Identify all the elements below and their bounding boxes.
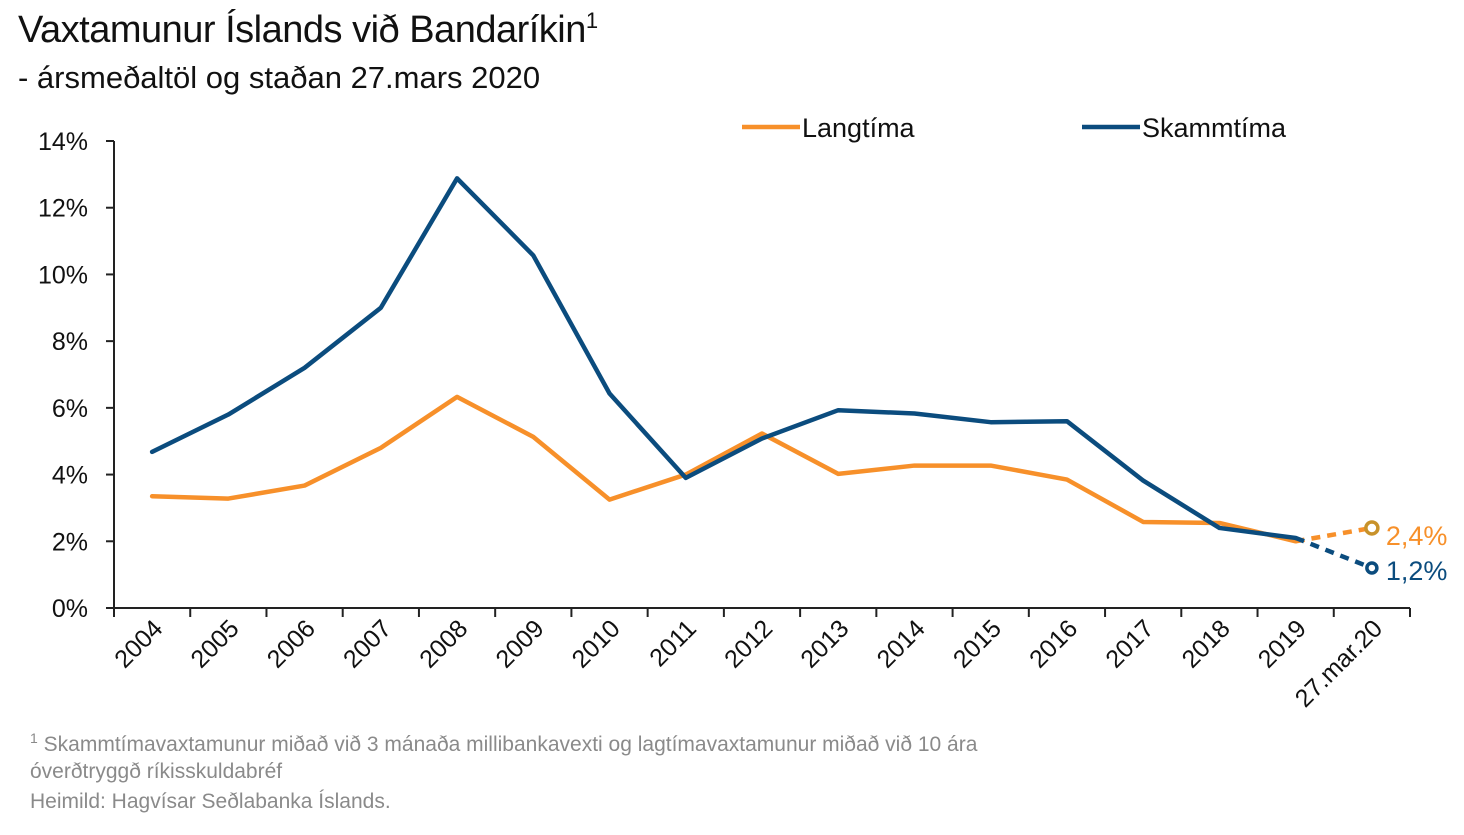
x-tick-label: 2010 (567, 614, 626, 673)
y-tick-label: 4% (52, 462, 88, 490)
footnote-text: Skammtímavaxtamunur miðað við 3 mánaða m… (43, 733, 978, 756)
x-tick-label: 2019 (1253, 614, 1312, 673)
y-tick-label: 0% (52, 595, 88, 623)
legend-label-langtíma: Langtíma (802, 113, 916, 143)
y-tick-label: 12% (38, 195, 88, 223)
series-line-dashed-skammtíma (1294, 535, 1373, 571)
y-tick-label: 2% (52, 528, 88, 556)
footnote-marker: 1 (30, 730, 38, 746)
y-tick-label: 10% (38, 261, 88, 289)
x-tick-label: 2008 (414, 614, 473, 673)
x-tick-label: 2015 (948, 614, 1007, 673)
chart-title: Vaxtamunur Íslands við Bandaríkin1 (18, 8, 598, 52)
end-label-skammtíma: 1,2% (1386, 556, 1448, 586)
data-point-langtíma (1364, 520, 1380, 536)
plot-area: 0% 2% 4% 6% 8% 10% 12% 14% 2004 2005 2006 2007 2008 2… (38, 113, 1447, 713)
series-line-dashed-langtíma (1295, 525, 1373, 544)
x-tick-label: 2006 (262, 614, 321, 673)
x-tick-label: 2004 (109, 614, 168, 673)
x-tick-label: 2012 (719, 614, 778, 673)
y-tick-label: 14% (38, 128, 88, 156)
end-label-langtíma: 2,4% (1386, 521, 1448, 551)
x-tick-label: 2011 (644, 614, 702, 672)
data-point-skammtíma (1365, 561, 1379, 575)
x-tick-label: 2016 (1024, 614, 1083, 673)
footnote-line-2: óverðtryggð ríkisskuldabréf (30, 760, 283, 783)
chart-title-text: Vaxtamunur Íslands við Bandaríkin (18, 9, 586, 51)
x-tick-label: 2005 (185, 614, 244, 673)
legend-label-skammtíma: Skammtíma (1142, 113, 1287, 143)
series-line-langtíma (149, 394, 1298, 544)
x-tick-label: 2013 (795, 614, 854, 673)
y-tick-label: 6% (52, 395, 88, 423)
footnote-line-1: 1 Skammtímavaxtamunur miðað við 3 mánaða… (30, 730, 977, 757)
title-footnote-marker: 1 (585, 8, 598, 33)
chart-subtitle: - ársmeðaltöl og staðan 27.mars 2020 (18, 60, 541, 95)
y-tick-label: 8% (52, 328, 88, 356)
series-line-skammtíma (149, 176, 1298, 541)
x-tick-label: 2017 (1100, 614, 1159, 673)
source-note: Heimild: Hagvísar Seðlabanka Íslands. (30, 790, 391, 813)
x-tick-label: 2018 (1177, 614, 1236, 673)
x-tick-label: 2009 (490, 614, 549, 673)
x-tick-label: 2007 (338, 614, 397, 673)
x-tick-label: 2014 (872, 614, 931, 673)
